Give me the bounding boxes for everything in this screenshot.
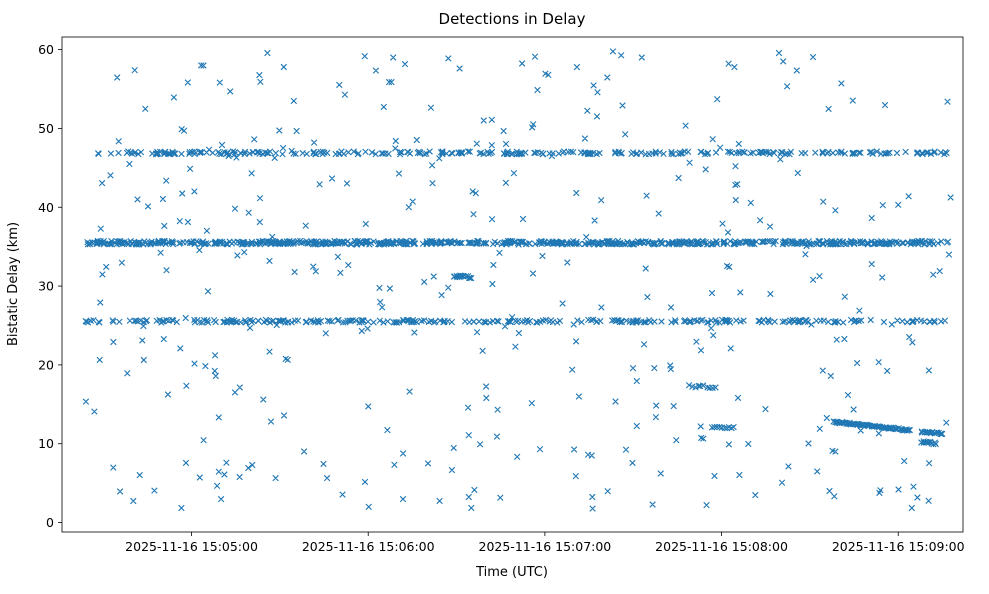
y-tick-label: 10	[38, 436, 54, 451]
y-tick-label: 50	[38, 121, 54, 136]
scatter-points	[82, 48, 954, 512]
plot-area	[62, 37, 963, 532]
axes-box	[61, 36, 964, 533]
series-constant-band-35.5km	[84, 237, 952, 248]
series-clutter-scatter	[82, 48, 954, 512]
series-cluster-31km	[450, 272, 475, 282]
chart-title: Detections in Delay	[439, 10, 586, 28]
x-tick-label: 2025-11-16 15:07:00	[479, 539, 612, 554]
y-tick-label: 40	[38, 200, 54, 215]
y-tick-label: 30	[38, 279, 54, 294]
x-tick-label: 2025-11-16 15:06:00	[302, 539, 435, 554]
x-tick-label: 2025-11-16 15:09:00	[832, 539, 965, 554]
series-track-tail-11.4km	[918, 428, 946, 438]
series-descending-track-12km	[830, 418, 913, 434]
y-axis-label: Bistatic Delay (km)	[6, 222, 21, 346]
x-axis-label: Time (UTC)	[475, 565, 548, 580]
series-cluster-17km	[685, 382, 719, 392]
y-tick-label: 0	[46, 515, 54, 530]
series-cluster-12km	[708, 423, 737, 432]
series-cluster-10km	[918, 438, 939, 448]
x-axis-ticks: 2025-11-16 15:05:00 2025-11-16 15:06:00 20…	[125, 532, 965, 554]
y-tick-label: 60	[38, 42, 54, 57]
y-tick-label: 20	[38, 357, 54, 372]
y-axis-ticks: 0 10 20 30 40 50 60	[38, 42, 62, 530]
series-constant-band-25.5km	[82, 316, 949, 326]
x-tick-label: 2025-11-16 15:05:00	[125, 539, 258, 554]
series-constant-band-47km	[95, 148, 950, 158]
x-tick-label: 2025-11-16 15:08:00	[655, 539, 788, 554]
